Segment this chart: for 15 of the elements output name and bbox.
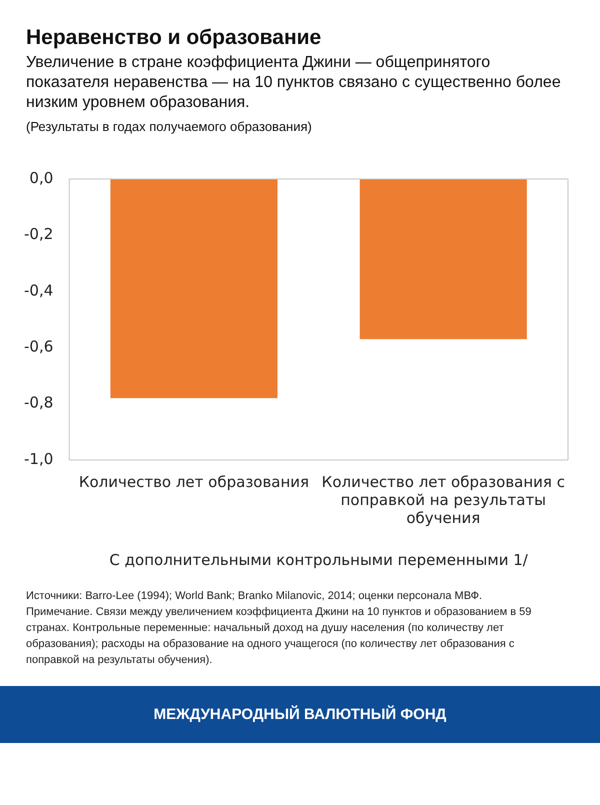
chart-title: Неравенство и образование — [26, 26, 322, 50]
y-axis-title: (Результаты в годах получаемого образования) — [26, 119, 313, 134]
y-tick-label: -0,4 — [24, 281, 54, 300]
y-tick-label: -0,8 — [24, 394, 54, 412]
x-tick-label: Количество лет образования с поправкой на результаты обучения — [322, 472, 565, 527]
y-tick-label: -0,2 — [24, 225, 54, 244]
text: Источники: Barro-Lee (1994); World Bank; Branko Milanovic, 2014; оценки персонала МВФ. — [26, 589, 484, 604]
y-tick-label: -1,0 — [24, 450, 54, 468]
text: Примечание. Связи между увеличением коэффициента Джини на 10 пунктов и образованием в 59 странах. Контрольные переменные: начальный доход на душу населения (по количеству лет образования); расходы на образование на одного учащегося (по количеству лет образования с поправкой на результаты обучения). — [26, 605, 532, 668]
y-tick-label: 0,0 — [29, 168, 54, 187]
text: МЕЖДУНАРОДНЫЙ ВАЛЮТНЫЙ ФОНД — [0, 686, 600, 743]
x-axis-title: С дополнительными контрольными переменными 1/ — [109, 550, 529, 569]
x-tick-label: Количество лет образования — [78, 472, 310, 491]
chart-subtitle: Увеличение в стране коэффициента Джини — общепринятого показателя неравенства — на 10 пунктов связано с существенно более низким уровнем образования. — [26, 53, 562, 113]
y-tick-label: -0,6 — [24, 337, 54, 356]
